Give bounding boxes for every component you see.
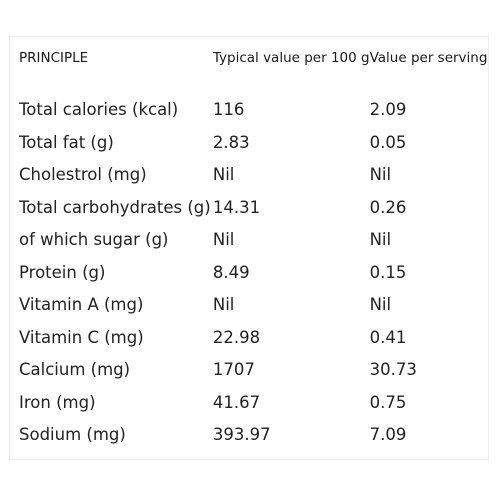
header-value-per-serving: Value per serving [369, 50, 488, 66]
cell-principle: Total fat (g) [19, 132, 114, 152]
cell-serving-value: 0.41 [369, 327, 407, 347]
table-row: Total calories (kcal) 116 2.09 [19, 100, 488, 133]
cell-typical-value: 2.83 [212, 132, 250, 152]
cell-typical-value: Nil [212, 230, 235, 249]
cell-serving-value: Nil [369, 165, 392, 184]
table-row: Calcium (mg) 1707 30.73 [19, 360, 488, 393]
table-row: of which sugar (g) Nil Nil [19, 230, 488, 263]
table-row: Sodium (mg) 393.97 7.09 [19, 425, 488, 458]
cell-typical-value: 41.67 [212, 392, 261, 412]
cell-principle: Total calories (kcal) [19, 100, 179, 119]
cell-principle: Vitamin C (mg) [19, 327, 144, 347]
cell-typical-value: 8.49 [212, 262, 250, 282]
cell-principle: Cholestrol (mg) [19, 165, 147, 184]
cell-typical-value: 393.97 [212, 425, 271, 444]
nutrition-panel: PRINCIPLE Typical value per 100 g Value … [9, 36, 489, 460]
table-row: Protein (g) 8.49 0.15 [19, 263, 488, 296]
header-principle: PRINCIPLE [19, 50, 89, 66]
table-row: Vitamin C (mg) 22.98 0.41 [19, 328, 488, 361]
cell-principle: Total carbohydrates (g) [19, 197, 211, 217]
table-row: Vitamin A (mg) Nil Nil [19, 295, 488, 328]
cell-serving-value: Nil [369, 230, 392, 249]
cell-typical-value: 22.98 [212, 327, 261, 347]
table-header-row: PRINCIPLE Typical value per 100 g Value … [19, 50, 488, 100]
header-typical-value: Typical value per 100 g [212, 50, 370, 66]
cell-typical-value: 14.31 [212, 197, 261, 217]
cell-typical-value: 116 [212, 100, 245, 119]
cell-typical-value: Nil [212, 295, 235, 314]
cell-serving-value: 7.09 [369, 425, 407, 444]
cell-serving-value: 30.73 [369, 360, 417, 379]
cell-serving-value: 0.15 [369, 262, 407, 282]
cell-principle: Iron (mg) [19, 392, 96, 412]
table-row: Total fat (g) 2.83 0.05 [19, 133, 488, 166]
table-row: Iron (mg) 41.67 0.75 [19, 393, 488, 426]
cell-serving-value: 0.75 [369, 392, 407, 412]
cell-typical-value: Nil [212, 165, 235, 184]
cell-typical-value: 1707 [212, 360, 255, 379]
cell-serving-value: Nil [369, 295, 392, 314]
cell-principle: of which sugar (g) [19, 230, 169, 249]
cell-principle: Vitamin A (mg) [19, 295, 144, 314]
table-row: Cholestrol (mg) Nil Nil [19, 165, 488, 198]
cell-principle: Protein (g) [19, 262, 106, 282]
table-row: Total carbohydrates (g) 14.31 0.26 [19, 198, 488, 231]
cell-serving-value: 0.26 [369, 197, 407, 217]
cell-principle: Calcium (mg) [19, 360, 131, 379]
cell-principle: Sodium (mg) [19, 425, 126, 444]
cell-serving-value: 2.09 [369, 100, 407, 119]
cell-serving-value: 0.05 [369, 132, 407, 152]
nutrition-table: PRINCIPLE Typical value per 100 g Value … [19, 50, 488, 458]
